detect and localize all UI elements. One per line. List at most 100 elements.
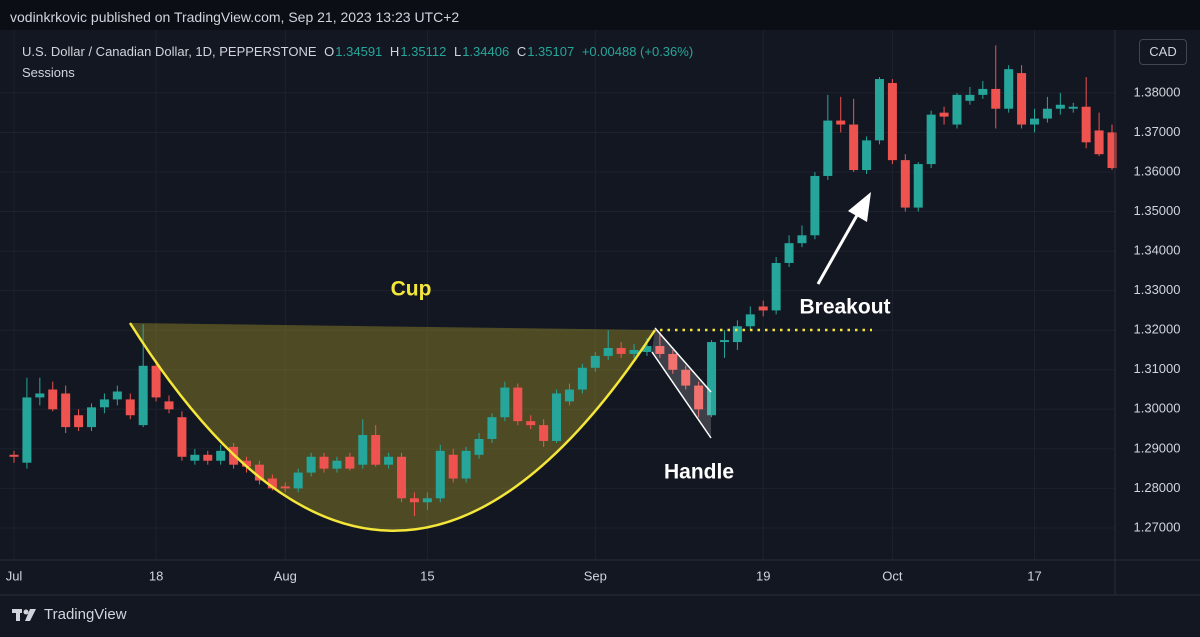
candle-body bbox=[900, 160, 910, 208]
candle-body bbox=[758, 306, 768, 311]
candle-body bbox=[254, 464, 264, 481]
x-tick-label: Jul bbox=[6, 568, 23, 583]
candle-body bbox=[732, 326, 742, 343]
footer-logo: TradingView bbox=[12, 606, 127, 623]
x-tick-label: 18 bbox=[149, 568, 163, 583]
candle-body bbox=[539, 425, 549, 441]
candle-body bbox=[1055, 104, 1065, 109]
y-tick-label: 1.35000 bbox=[1134, 203, 1181, 218]
candle-body bbox=[1042, 108, 1052, 119]
candle-body bbox=[35, 393, 45, 398]
candle-body bbox=[422, 498, 432, 503]
arrow-head bbox=[848, 192, 871, 222]
candle-body bbox=[681, 369, 691, 386]
candle-body bbox=[797, 235, 807, 244]
x-tick-label: 15 bbox=[420, 568, 434, 583]
candle-body bbox=[448, 454, 458, 479]
candle-body bbox=[616, 348, 626, 354]
candle-body bbox=[526, 421, 536, 426]
candle-body bbox=[513, 387, 523, 422]
publisher: vodinkrkovic published on TradingView.co… bbox=[10, 9, 460, 25]
candle-body bbox=[1094, 130, 1104, 155]
candle-body bbox=[655, 346, 665, 354]
candle-body bbox=[474, 438, 484, 455]
candle-body bbox=[397, 456, 407, 499]
candle-body bbox=[874, 79, 884, 141]
candle-body bbox=[280, 486, 290, 489]
candle-body bbox=[112, 391, 122, 400]
candle-body bbox=[216, 450, 226, 461]
candle-body bbox=[707, 342, 717, 416]
candle-body bbox=[138, 365, 148, 426]
candle-body bbox=[461, 450, 471, 479]
candle-body bbox=[9, 454, 19, 457]
symbol-line: U.S. Dollar / Canadian Dollar, 1D, PEPPE… bbox=[22, 44, 697, 59]
candle-body bbox=[836, 120, 846, 125]
candle-body bbox=[99, 399, 109, 408]
candle-body bbox=[332, 460, 342, 469]
candle-body bbox=[293, 472, 303, 489]
candle-body bbox=[887, 83, 897, 161]
handle-line bbox=[654, 327, 712, 393]
candle-body bbox=[564, 389, 574, 402]
candle-body bbox=[151, 365, 161, 398]
annotation: Breakout bbox=[799, 296, 890, 319]
y-tick-label: 1.36000 bbox=[1134, 163, 1181, 178]
breakout-arrow bbox=[816, 209, 862, 285]
y-tick-label: 1.29000 bbox=[1134, 440, 1181, 455]
y-tick-label: 1.27000 bbox=[1134, 519, 1181, 534]
candle-body bbox=[61, 393, 71, 428]
candle-body bbox=[810, 175, 820, 236]
x-tick-label: 17 bbox=[1027, 568, 1041, 583]
y-tick-label: 1.30000 bbox=[1134, 401, 1181, 416]
candle-body bbox=[345, 456, 355, 469]
candle-body bbox=[849, 124, 859, 171]
symbol: U.S. Dollar / Canadian Dollar, 1D, PEPPE… bbox=[22, 44, 317, 59]
header-bar bbox=[0, 0, 1200, 30]
candle-body bbox=[1004, 69, 1014, 109]
candle-body bbox=[48, 389, 58, 410]
y-tick-label: 1.31000 bbox=[1134, 361, 1181, 376]
candle-body bbox=[87, 407, 97, 428]
candle-body bbox=[164, 401, 174, 410]
ohlc-label: O bbox=[324, 44, 335, 59]
candle-body bbox=[190, 454, 200, 461]
annotation: Handle bbox=[664, 461, 734, 484]
ohlc-label: H bbox=[389, 44, 400, 59]
cup-area bbox=[130, 323, 655, 531]
candle-body bbox=[978, 88, 988, 95]
y-tick-label: 1.38000 bbox=[1134, 84, 1181, 99]
candle-body bbox=[1081, 106, 1091, 143]
candle-body bbox=[409, 498, 419, 503]
candle-body bbox=[1029, 118, 1039, 125]
ohlc-label: L bbox=[453, 44, 462, 59]
ohlc-value: 1.34406 bbox=[462, 44, 510, 59]
candle-body bbox=[177, 417, 187, 457]
candle-body bbox=[435, 450, 445, 499]
ohlc-label: C bbox=[516, 44, 527, 59]
candle-body bbox=[784, 243, 794, 263]
x-tick-label: Aug bbox=[274, 568, 297, 583]
candle-body bbox=[384, 456, 394, 465]
change: +0.00488 (+0.36%) bbox=[581, 44, 694, 59]
candle-body bbox=[358, 435, 368, 465]
candle-body bbox=[1068, 106, 1078, 109]
currency-button[interactable]: CAD bbox=[1139, 39, 1187, 65]
candle-body bbox=[719, 340, 729, 343]
y-tick-label: 1.28000 bbox=[1134, 480, 1181, 495]
candle-body bbox=[991, 88, 1001, 109]
candle-body bbox=[74, 415, 84, 428]
candle-body bbox=[642, 346, 652, 352]
candle-body bbox=[629, 349, 639, 354]
y-tick-label: 1.34000 bbox=[1134, 243, 1181, 258]
y-tick-label: 1.33000 bbox=[1134, 282, 1181, 297]
candle-body bbox=[862, 140, 872, 171]
candle-body bbox=[913, 164, 923, 208]
logo-icon bbox=[12, 608, 36, 621]
candle-body bbox=[267, 478, 277, 489]
candle-body bbox=[552, 393, 562, 441]
ohlc-value: 1.35112 bbox=[400, 44, 447, 59]
indicator: Sessions bbox=[22, 65, 75, 80]
